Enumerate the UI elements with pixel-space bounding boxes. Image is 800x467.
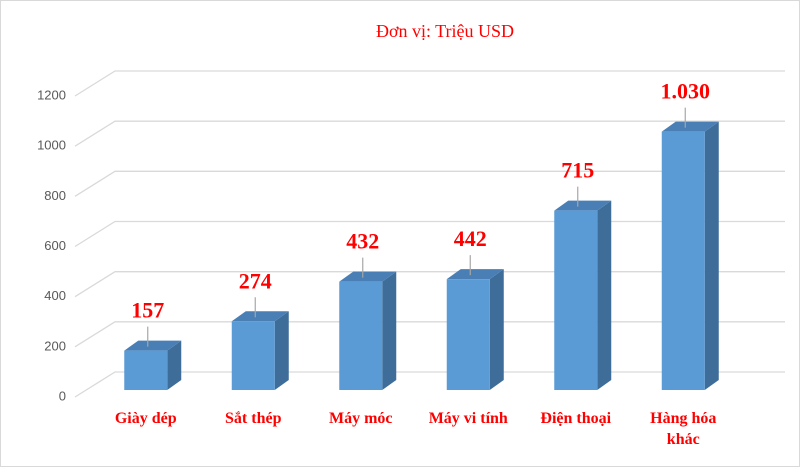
bar: [446, 279, 490, 390]
bar-side: [382, 271, 397, 390]
y-tick-label: 600: [44, 238, 66, 253]
y-tick-label: 1200: [37, 87, 66, 102]
chart-title: Đơn vị: Triệu USD: [376, 21, 514, 41]
y-tick-label: 200: [44, 338, 66, 353]
bar-top: [661, 121, 719, 132]
x-tick-label: Sắt thép: [225, 410, 282, 427]
value-label: 274: [239, 268, 272, 293]
bar-top: [124, 340, 182, 351]
grid-line: [74, 170, 785, 197]
x-tick-label: Máy vi tính: [428, 410, 508, 427]
value-label: 157: [131, 298, 164, 323]
bar: [124, 350, 168, 390]
x-tick-label: Máy móc: [328, 410, 393, 427]
value-label: 442: [454, 226, 487, 251]
grid-line: [74, 70, 785, 97]
value-label: 432: [346, 229, 379, 254]
bar-side: [489, 269, 504, 390]
value-label: 1.030: [661, 79, 711, 104]
value-label: 715: [561, 158, 594, 183]
bar-side: [167, 340, 182, 390]
y-tick-label: 800: [44, 188, 66, 203]
x-tick-label: Hàng hóa khác: [650, 410, 717, 448]
bar-top: [231, 311, 289, 322]
bar-side: [704, 121, 719, 391]
bar-top: [554, 200, 612, 211]
bar: [554, 210, 598, 390]
y-tick-label: 400: [44, 288, 66, 303]
bar-top: [446, 269, 504, 280]
bar-side: [274, 311, 289, 390]
bar: [661, 131, 705, 390]
bar-top: [339, 271, 397, 282]
bar: [339, 281, 383, 390]
x-tick-label: Điện thoại: [540, 410, 612, 427]
bar: [231, 321, 275, 390]
y-tick-label: 1000: [37, 138, 66, 153]
x-tick-label: Giày dép: [114, 410, 177, 427]
y-tick-label: 0: [59, 388, 66, 403]
bar-side: [597, 200, 612, 390]
grid-line: [74, 120, 785, 147]
